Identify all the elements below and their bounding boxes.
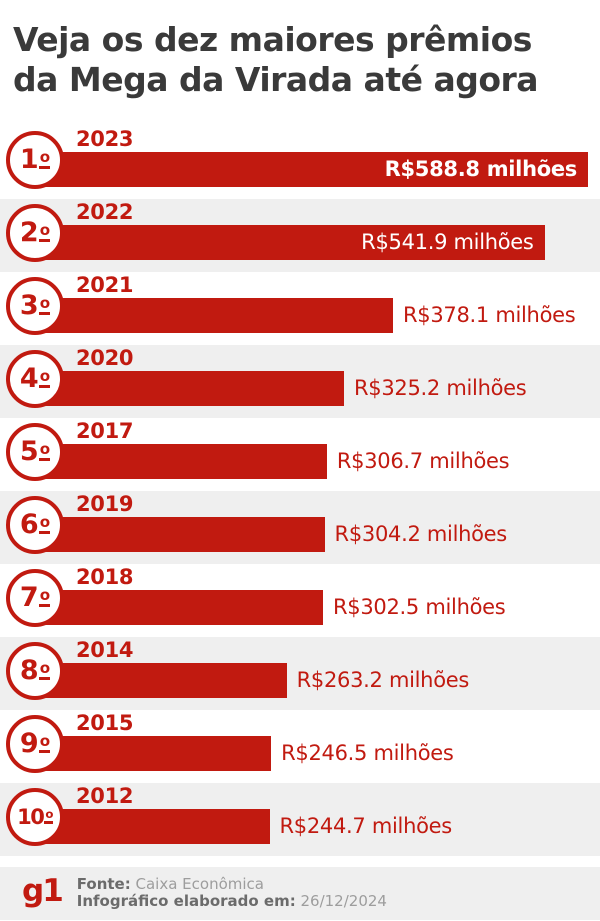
date-label: Infográfico elaborado em: bbox=[76, 892, 296, 910]
ordinal-symbol: o bbox=[38, 733, 50, 754]
bar-track: R$306.7 milhões bbox=[43, 443, 588, 479]
page-title-line1: Veja os dez maiores prêmios bbox=[13, 20, 532, 59]
page-title: Veja os dez maiores prêmios da Mega da V… bbox=[13, 20, 588, 101]
prize-value-label: R$263.2 milhões bbox=[296, 668, 470, 692]
year-label: 2020 bbox=[76, 345, 134, 370]
prize-value-label: R$325.2 milhões bbox=[354, 376, 527, 400]
ordinal-symbol: o bbox=[38, 587, 50, 608]
bar-track: R$588.8 milhões bbox=[43, 151, 588, 187]
year-label: 2018 bbox=[76, 564, 134, 589]
date-value: 26/12/2024 bbox=[300, 892, 387, 910]
bar-track: R$541.9 milhões bbox=[43, 224, 588, 260]
prize-value-label: R$304.2 milhões bbox=[334, 522, 508, 546]
year-label: 2014 bbox=[76, 637, 134, 662]
ordinal-symbol: o bbox=[38, 149, 50, 170]
year-label: 2012 bbox=[76, 783, 134, 808]
year-label: 2019 bbox=[76, 491, 134, 516]
prize-row: 10 o 2012 R$244.7 milhões bbox=[0, 782, 600, 856]
ordinal-symbol: o bbox=[38, 222, 50, 243]
rank-number: 7 bbox=[19, 582, 39, 613]
prize-bar bbox=[43, 443, 327, 479]
source-value: Caixa Econômica bbox=[135, 875, 264, 893]
prize-bar bbox=[43, 370, 344, 406]
prize-bar bbox=[43, 516, 325, 552]
prize-bar bbox=[43, 662, 287, 698]
prize-value-label: R$246.5 milhões bbox=[281, 741, 454, 765]
source-line: Fonte: Caixa Econômica bbox=[77, 876, 387, 893]
prize-value-label: R$378.1 milhões bbox=[402, 303, 576, 327]
rank-number: 2 bbox=[19, 217, 39, 248]
bar-track: R$244.7 milhões bbox=[43, 808, 588, 844]
rank-badge: 10 o bbox=[6, 787, 64, 846]
rank-number: 9 bbox=[19, 728, 39, 759]
year-label: 2023 bbox=[76, 126, 134, 151]
ordinal-symbol: o bbox=[38, 368, 50, 389]
bar-track: R$263.2 milhões bbox=[43, 662, 588, 698]
rank-number: 6 bbox=[19, 509, 39, 540]
footer: g1 Fonte: Caixa Econômica Infográfico el… bbox=[0, 866, 600, 920]
rank-number: 5 bbox=[19, 436, 39, 467]
prize-value-label: R$588.8 milhões bbox=[384, 157, 578, 181]
year-label: 2017 bbox=[76, 418, 134, 443]
rank-number: 4 bbox=[19, 363, 39, 394]
ordinal-symbol: o bbox=[38, 295, 50, 316]
rank-number: 10 bbox=[17, 804, 45, 829]
prize-bar bbox=[43, 297, 393, 333]
date-line: Infográfico elaborado em: 26/12/2024 bbox=[77, 893, 387, 910]
prize-bar bbox=[43, 589, 324, 625]
bar-track: R$378.1 milhões bbox=[43, 297, 588, 333]
year-label: 2021 bbox=[76, 272, 134, 297]
bar-track: R$304.2 milhões bbox=[43, 516, 588, 552]
ordinal-symbol: o bbox=[38, 441, 50, 462]
ordinal-symbol: o bbox=[44, 808, 53, 825]
bar-track: R$325.2 milhões bbox=[43, 370, 588, 406]
page-title-line2: da Mega da Virada até agora bbox=[13, 60, 539, 100]
bar-track: R$302.5 milhões bbox=[43, 589, 588, 625]
rank-number: 3 bbox=[19, 290, 39, 321]
source-label: Fonte: bbox=[76, 875, 131, 893]
rank-number: 1 bbox=[19, 144, 39, 175]
prize-bar: R$588.8 milhões bbox=[43, 151, 588, 187]
prize-value-label: R$306.7 milhões bbox=[336, 449, 510, 473]
prize-value-label: R$244.7 milhões bbox=[279, 814, 453, 838]
prize-bar bbox=[43, 808, 270, 844]
ordinal-symbol: o bbox=[38, 660, 50, 681]
year-label: 2015 bbox=[76, 710, 134, 735]
year-label: 2022 bbox=[76, 199, 134, 224]
credits: Fonte: Caixa Econômica Infográfico elabo… bbox=[77, 876, 387, 910]
g1-logo: g1 bbox=[22, 872, 64, 909]
prize-bar bbox=[43, 735, 272, 771]
bar-track: R$246.5 milhões bbox=[43, 735, 588, 771]
ordinal-symbol: o bbox=[38, 514, 50, 535]
prize-value-label: R$302.5 milhões bbox=[333, 595, 506, 619]
prize-value-label: R$541.9 milhões bbox=[361, 230, 534, 254]
footer-divider-gap bbox=[0, 855, 600, 867]
rank-number: 8 bbox=[19, 655, 39, 686]
prize-bar: R$541.9 milhões bbox=[43, 224, 545, 260]
